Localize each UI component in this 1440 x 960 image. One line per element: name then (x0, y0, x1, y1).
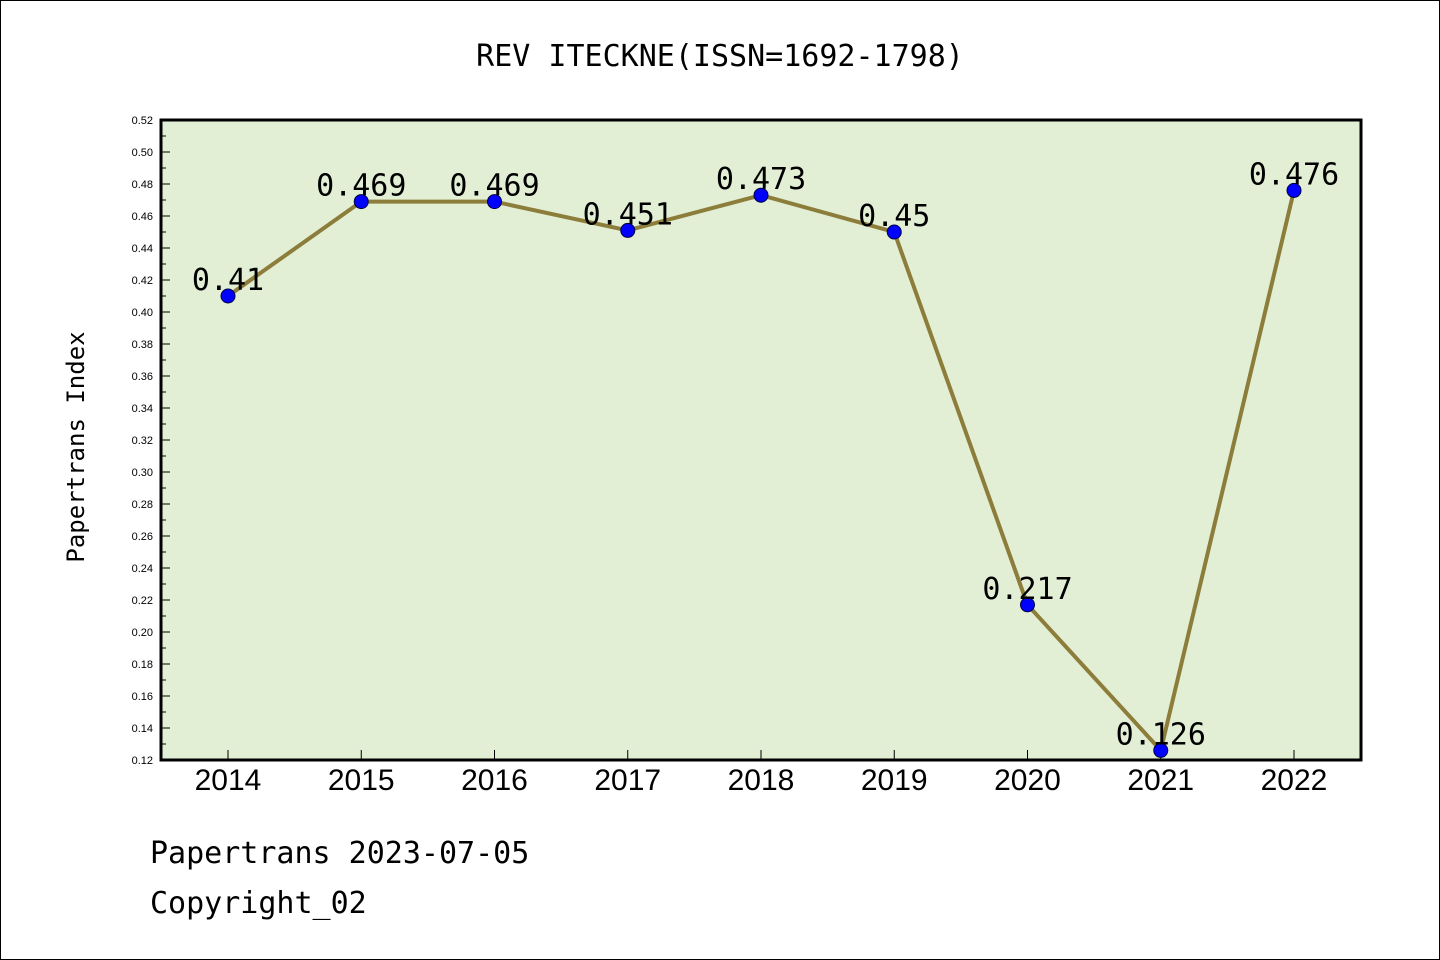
data-label: 0.451 (583, 197, 673, 232)
data-label: 0.469 (316, 169, 406, 204)
data-point (220, 288, 236, 304)
data-points (220, 182, 1302, 758)
x-tick-label: 2014 (195, 764, 262, 797)
y-tick-label: 0.18 (132, 659, 153, 671)
plot-area (159, 118, 1363, 762)
footer-date: Papertrans 2023-07-05 (150, 836, 530, 871)
footer-copyright: Copyright_02 (150, 886, 367, 921)
y-tick-label: 0.48 (132, 179, 153, 191)
y-tick-label: 0.26 (132, 531, 153, 543)
y-tick-label: 0.40 (132, 307, 153, 319)
y-tick-label: 0.14 (132, 723, 153, 735)
data-label: 0.476 (1249, 157, 1339, 192)
y-tick-label: 0.30 (132, 467, 153, 479)
y-axis-label: Papertrans Index (62, 331, 90, 562)
data-label: 0.469 (449, 169, 539, 204)
data-label: 0.217 (982, 572, 1072, 607)
y-tick-label: 0.34 (132, 403, 153, 415)
data-point (487, 194, 502, 210)
y-tick-label: 0.12 (132, 755, 153, 767)
data-labels: 0.41 0.469 0.469 0.451 0.473 0.45 0.217 0.126 0.… (192, 157, 1339, 752)
chart-title: REV ITECKNE(ISSN=1692-1798) (476, 39, 964, 74)
y-tick-label: 0.28 (132, 499, 153, 511)
data-label: 0.126 (1116, 717, 1206, 752)
x-tick-label: 2017 (594, 764, 661, 797)
y-tick-label: 0.50 (132, 147, 153, 159)
y-axis: 0.12 0.14 0.16 0.18 0.20 0.22 0.24 0.26 0.28 0.30… (132, 115, 170, 767)
data-point (753, 187, 769, 203)
y-tick-label: 0.36 (132, 371, 153, 383)
y-tick-label: 0.44 (132, 243, 153, 255)
data-point (620, 222, 636, 238)
y-tick-label: 0.38 (132, 339, 153, 351)
y-tick-label: 0.46 (132, 211, 153, 223)
data-point (1286, 182, 1302, 198)
x-tick-label: 2016 (461, 764, 528, 797)
x-tick-label: 2022 (1261, 764, 1328, 797)
x-tick-label: 2015 (328, 764, 395, 797)
x-tick-label: 2019 (861, 764, 928, 797)
x-tick-label: 2018 (728, 764, 795, 797)
data-label: 0.473 (716, 162, 806, 197)
y-tick-label: 0.24 (132, 563, 153, 575)
x-tick-label: 2021 (1127, 764, 1194, 797)
y-tick-label: 0.20 (132, 627, 153, 639)
x-axis: 2014 2015 2016 2017 2018 2019 2020 2021 2022 (195, 750, 1328, 797)
data-point (1153, 742, 1169, 758)
data-point (1020, 597, 1035, 613)
x-tick-label: 2020 (994, 764, 1061, 797)
y-tick-label: 0.32 (132, 435, 153, 447)
y-tick-label: 0.22 (132, 595, 153, 607)
y-tick-label: 0.16 (132, 691, 153, 703)
data-label: 0.41 (192, 263, 264, 298)
data-label: 0.45 (858, 199, 930, 234)
y-tick-label: 0.52 (132, 115, 153, 127)
data-point (353, 194, 369, 210)
y-tick-label: 0.42 (132, 275, 153, 287)
data-point (886, 224, 902, 240)
